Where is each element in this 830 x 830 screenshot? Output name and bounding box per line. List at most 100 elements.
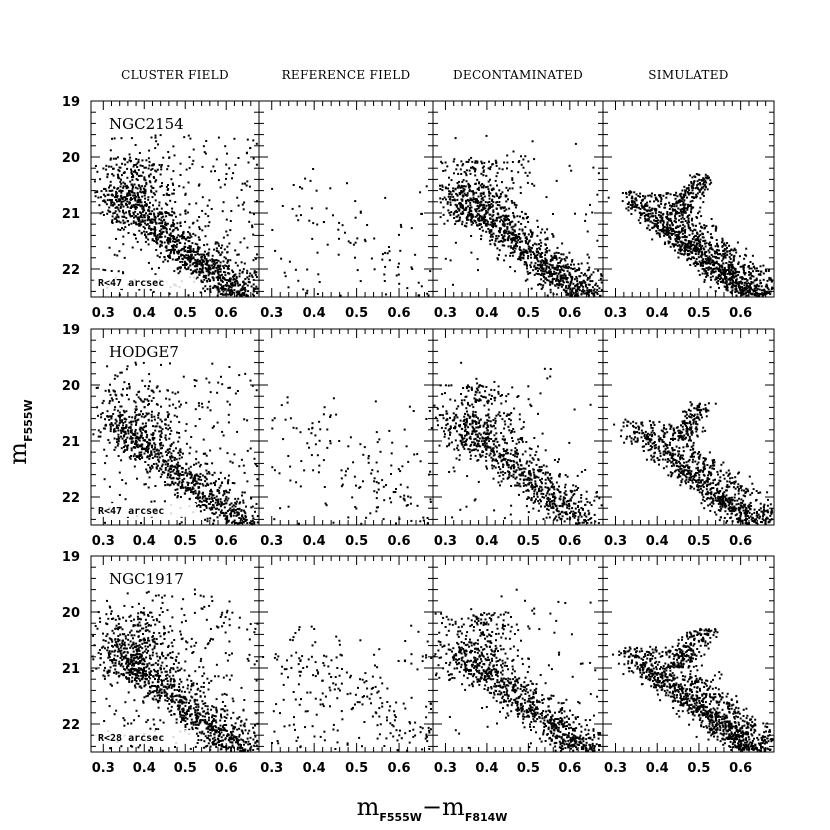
star-point: [160, 228, 163, 231]
star-point: [509, 245, 512, 248]
star-point: [660, 196, 663, 199]
star-point: [237, 291, 239, 294]
star-point: [126, 161, 129, 164]
star-point: [254, 287, 257, 290]
star-point: [459, 206, 462, 209]
star-point: [681, 243, 684, 246]
star-point: [541, 259, 544, 262]
star-point: [227, 293, 230, 296]
star-point: [243, 262, 246, 265]
star-point: [700, 186, 703, 189]
star-point: [162, 194, 165, 196]
star-point: [514, 243, 517, 245]
star-point: [644, 217, 646, 220]
star-point: [381, 253, 384, 256]
star-point: [155, 241, 158, 244]
star-point: [478, 222, 481, 225]
star-point: [137, 203, 140, 206]
star-point: [121, 174, 123, 177]
data-points: [92, 361, 259, 525]
star-point: [527, 272, 530, 275]
star-point: [709, 257, 712, 260]
star-point: [226, 234, 229, 237]
star-point: [502, 230, 505, 233]
star-point: [705, 181, 708, 184]
star-point: [741, 278, 744, 281]
star-point: [205, 263, 208, 265]
star-point: [102, 193, 105, 196]
star-point: [541, 272, 544, 275]
star-point: [508, 207, 511, 210]
star-point: [149, 288, 152, 291]
star-point: [703, 248, 706, 251]
star-point: [470, 166, 472, 169]
star-point: [476, 178, 479, 181]
star-point: [144, 222, 147, 225]
star-point: [133, 192, 136, 195]
star-point: [234, 273, 237, 276]
star-point: [684, 203, 687, 206]
star-point: [217, 242, 220, 245]
star-point: [182, 452, 184, 455]
star-point: [753, 294, 756, 297]
star-point: [165, 427, 168, 430]
star-point: [537, 283, 540, 286]
star-point: [208, 507, 211, 510]
star-point: [204, 285, 207, 288]
star-point: [746, 279, 749, 282]
star-point: [728, 266, 731, 269]
star-point: [471, 213, 474, 216]
star-point: [113, 202, 116, 205]
star-point: [188, 226, 191, 229]
star-point: [119, 405, 122, 408]
star-point: [541, 286, 544, 289]
x-tick-label: 0.6: [215, 534, 238, 549]
star-point: [249, 211, 251, 214]
star-point: [687, 221, 690, 224]
star-point: [106, 173, 109, 176]
star-point: [655, 197, 658, 200]
star-point: [689, 192, 692, 195]
star-point: [568, 266, 570, 269]
star-point: [129, 198, 132, 201]
star-point: [688, 234, 691, 237]
star-point: [154, 234, 157, 237]
star-point: [681, 214, 684, 217]
star-point: [672, 229, 675, 232]
star-point: [203, 504, 206, 506]
star-point: [468, 211, 471, 214]
star-point: [306, 292, 309, 295]
star-point: [715, 266, 718, 269]
star-point: [141, 195, 144, 198]
star-point: [731, 281, 734, 284]
star-point: [676, 212, 679, 215]
star-point: [454, 187, 457, 190]
star-point: [117, 228, 120, 231]
star-point: [148, 373, 151, 376]
star-point: [586, 269, 589, 272]
star-point: [241, 286, 244, 289]
star-point: [513, 203, 516, 206]
star-point: [175, 226, 178, 229]
star-point: [717, 257, 720, 260]
star-point: [702, 268, 705, 271]
star-point: [476, 204, 479, 207]
star-point: [470, 156, 473, 159]
star-point: [359, 210, 362, 213]
star-point: [123, 212, 126, 215]
star-point: [217, 179, 220, 182]
star-point: [577, 269, 580, 271]
star-point: [690, 182, 693, 185]
star-point: [519, 241, 522, 244]
star-point: [242, 268, 245, 271]
star-point: [339, 294, 342, 297]
star-point: [154, 136, 157, 139]
star-point: [243, 201, 246, 204]
star-point: [644, 203, 647, 205]
star-point: [256, 292, 259, 295]
star-point: [211, 260, 214, 263]
star-point: [713, 264, 715, 267]
star-point: [555, 279, 557, 282]
star-point: [686, 196, 688, 199]
star-point: [499, 193, 502, 195]
